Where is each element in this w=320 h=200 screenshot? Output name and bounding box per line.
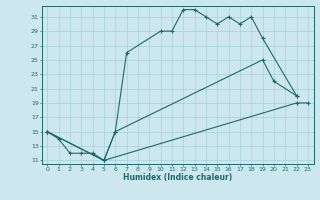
- X-axis label: Humidex (Indice chaleur): Humidex (Indice chaleur): [123, 173, 232, 182]
